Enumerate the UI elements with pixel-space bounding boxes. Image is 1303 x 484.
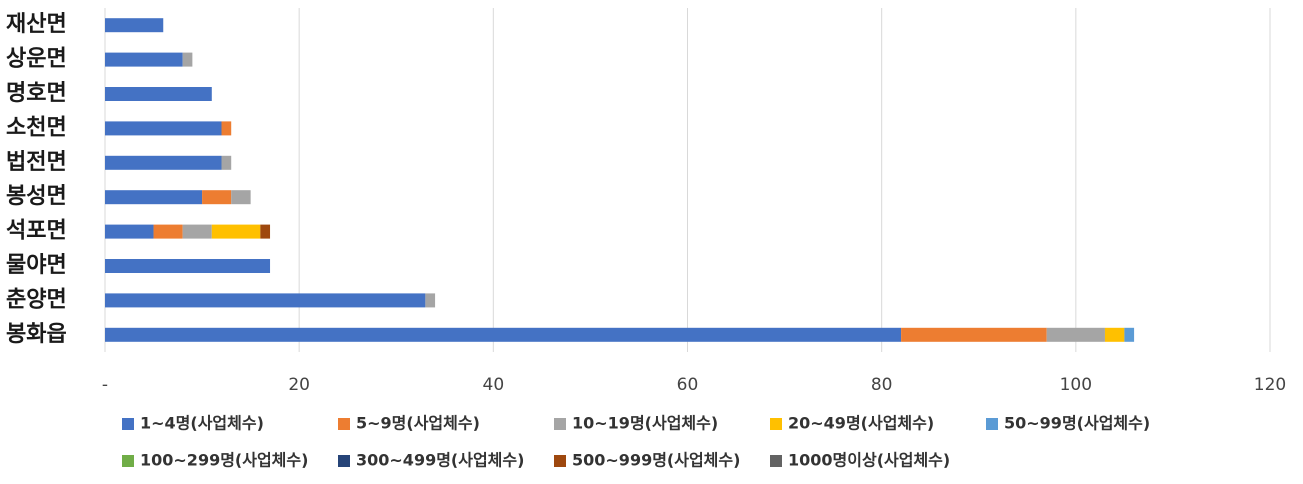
bar-segment <box>105 327 902 342</box>
bar-segment <box>105 259 271 273</box>
category-label: 봉성면 <box>6 184 67 209</box>
category-label: 물야면 <box>6 253 67 278</box>
bar-segment <box>202 190 232 205</box>
legend-label: 1~4명(사업체수) <box>140 414 264 433</box>
legend-swatch <box>122 418 134 430</box>
legend-swatch <box>986 418 998 430</box>
x-tick-label: 20 <box>288 375 310 395</box>
bar-segment <box>1124 327 1135 342</box>
category-label: 석포면 <box>6 219 67 244</box>
category-label: 소천면 <box>6 115 67 140</box>
legend-swatch <box>338 418 350 430</box>
legend-label: 20~49명(사업체수) <box>788 414 934 433</box>
bar-segment <box>105 190 203 205</box>
legend-swatch <box>554 455 566 467</box>
legend-swatch <box>554 418 566 430</box>
category-label: 법전면 <box>6 150 67 175</box>
bar-segment <box>221 155 232 170</box>
bar-segment <box>105 52 183 67</box>
x-tick-label: 120 <box>1254 375 1286 395</box>
x-tick-label: 60 <box>677 375 699 395</box>
bar-segment <box>105 121 222 136</box>
bar-segment <box>425 293 436 308</box>
bar-segment <box>1104 327 1125 342</box>
legend-label: 100~299명(사업체수) <box>140 451 308 470</box>
legend-swatch <box>338 455 350 467</box>
legend-swatch <box>770 455 782 467</box>
category-label: 상운면 <box>6 47 67 72</box>
legend-swatch <box>770 418 782 430</box>
bar-segment <box>231 190 251 205</box>
legend-label: 1000명이상(사업체수) <box>788 451 950 470</box>
bar-segment <box>260 224 271 239</box>
bar-segment <box>901 327 1047 342</box>
category-label: 재산면 <box>6 12 67 37</box>
bar-segment <box>105 224 154 239</box>
bar-segment <box>182 224 212 239</box>
category-label: 춘양면 <box>6 287 67 312</box>
legend-label: 5~9명(사업체수) <box>356 414 480 433</box>
bar-segment <box>105 293 426 308</box>
bar-segment <box>105 18 164 33</box>
x-tick-label: 40 <box>483 375 505 395</box>
bar-segment <box>105 155 222 170</box>
category-label: 명호면 <box>6 81 67 106</box>
bar-segment <box>211 224 261 239</box>
legend-label: 300~499명(사업체수) <box>356 451 524 470</box>
bar-segment <box>105 87 212 101</box>
bar-segment <box>182 52 193 67</box>
category-label: 봉화읍 <box>6 322 67 347</box>
bar-segment <box>153 224 183 239</box>
legend-label: 50~99명(사업체수) <box>1004 414 1150 433</box>
x-tick-label: 100 <box>1060 375 1092 395</box>
bar-segment <box>1046 327 1105 342</box>
legend-label: 10~19명(사업체수) <box>572 414 718 433</box>
bar-segment <box>221 121 232 136</box>
x-tick-label: - <box>102 375 108 395</box>
legend-swatch <box>122 455 134 467</box>
legend-label: 500~999명(사업체수) <box>572 451 740 470</box>
x-tick-label: 80 <box>871 375 893 395</box>
